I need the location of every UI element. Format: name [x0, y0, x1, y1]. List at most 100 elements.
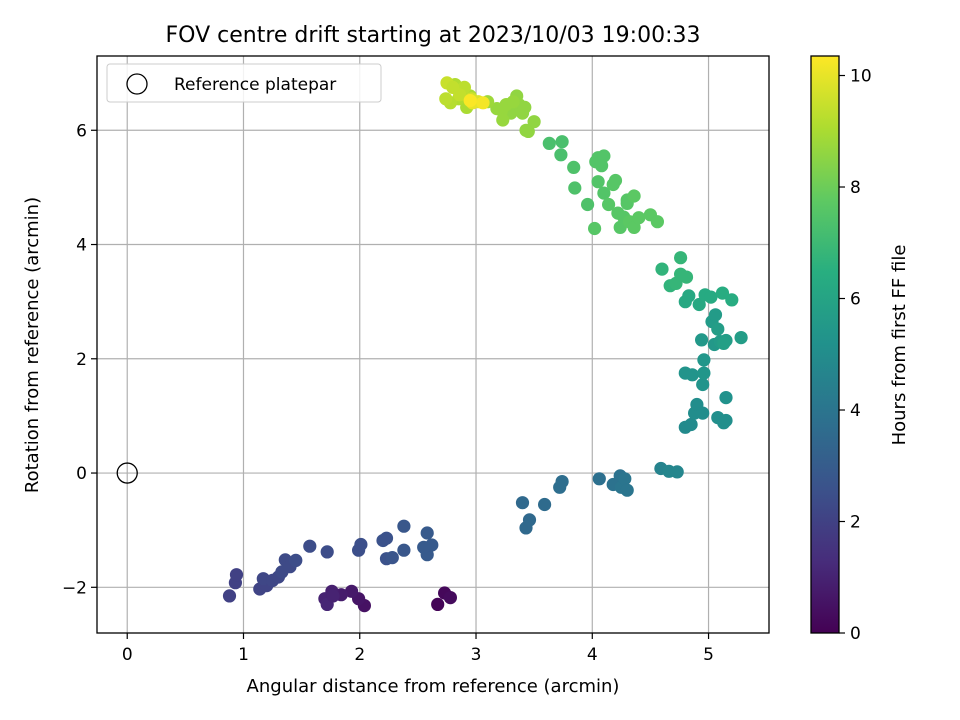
- colorbar-tick-label: 4: [850, 401, 861, 421]
- data-point: [734, 331, 748, 345]
- data-point: [527, 115, 541, 129]
- data-point: [446, 80, 460, 94]
- data-point: [515, 496, 530, 510]
- data-point: [431, 597, 445, 612]
- data-point: [397, 543, 411, 557]
- data-point: [674, 251, 688, 265]
- x-tick-label: 1: [238, 645, 249, 665]
- data-point: [591, 175, 605, 189]
- colorbar-tick-label: 0: [850, 624, 861, 644]
- legend-box: [106, 63, 382, 103]
- y-tick-label: −2: [62, 578, 87, 598]
- data-point: [608, 173, 623, 188]
- colorbar-tick-label: 8: [850, 178, 861, 198]
- reference-point: [116, 462, 138, 484]
- y-axis-ticks: −2 0 2 4 6: [62, 121, 97, 598]
- colorbar-ticks: 0 2 4 6 8 10: [839, 67, 872, 644]
- data-point: [518, 100, 532, 114]
- data-point: [420, 526, 434, 540]
- data-point: [592, 472, 606, 486]
- data-point: [692, 297, 706, 312]
- legend: Reference platepar: [106, 63, 382, 103]
- data-point: [670, 465, 684, 479]
- x-tick-label: 4: [587, 645, 598, 665]
- data-point: [708, 308, 723, 322]
- data-point: [506, 95, 520, 109]
- colorbar-tick-label: 6: [850, 290, 861, 310]
- data-point: [354, 537, 368, 552]
- data-point: [417, 540, 431, 554]
- data-point: [696, 377, 710, 392]
- data-point: [490, 102, 504, 116]
- data-point: [538, 497, 552, 512]
- data-point: [602, 197, 616, 212]
- data-point: [555, 475, 569, 489]
- reference-platepar-marker: [116, 462, 138, 484]
- data-point: [397, 519, 411, 533]
- data-point: [320, 545, 334, 559]
- data-point: [588, 221, 602, 236]
- data-point: [345, 584, 359, 598]
- x-axis-label: Angular distance from reference (arcmin): [247, 676, 620, 697]
- y-tick-label: 0: [76, 464, 87, 484]
- y-tick-label: 6: [76, 121, 87, 141]
- data-point: [597, 149, 611, 163]
- data-point: [567, 160, 581, 174]
- data-point: [725, 293, 739, 307]
- chart-title: FOV centre drift starting at 2023/10/03 …: [166, 23, 701, 48]
- data-point: [697, 366, 711, 380]
- data-point: [655, 262, 669, 276]
- y-tick-label: 4: [76, 236, 87, 256]
- x-tick-label: 0: [122, 645, 133, 665]
- colorbar: 0 2 4 6 8 10 Hours from first FF file: [810, 55, 910, 644]
- data-point: [682, 289, 696, 303]
- x-tick-label: 2: [354, 645, 365, 665]
- data-point: [719, 391, 733, 405]
- data-point: [496, 113, 510, 127]
- data-point: [476, 96, 490, 110]
- data-point: [568, 181, 582, 195]
- y-tick-label: 2: [76, 350, 87, 370]
- data-point: [289, 553, 303, 568]
- data-point: [684, 417, 698, 432]
- data-point: [379, 531, 394, 545]
- colorbar-label: Hours from first FF file: [889, 245, 910, 446]
- data-point: [695, 333, 709, 347]
- data-point: [554, 148, 568, 162]
- data-points: [222, 76, 748, 613]
- data-point: [711, 322, 725, 336]
- data-point: [685, 368, 699, 382]
- data-point: [650, 215, 665, 229]
- data-point: [704, 290, 718, 304]
- data-point: [717, 336, 731, 350]
- data-point: [697, 353, 711, 367]
- data-point: [542, 136, 556, 150]
- data-point: [229, 568, 244, 582]
- data-point: [555, 135, 569, 149]
- data-point: [719, 413, 733, 428]
- y-axis-label: Rotation from reference (arcmin): [22, 197, 43, 493]
- colorbar-gradient: [810, 55, 840, 634]
- data-point: [385, 551, 399, 565]
- legend-entry-reference: Reference platepar: [174, 75, 336, 95]
- x-axis-ticks: 0 1 2 3 4 5: [122, 633, 714, 665]
- data-point: [443, 591, 457, 605]
- data-point: [679, 270, 694, 284]
- data-point: [222, 589, 237, 603]
- data-point: [715, 286, 730, 300]
- data-point: [519, 123, 533, 137]
- data-point: [627, 189, 641, 203]
- data-point: [632, 211, 646, 225]
- data-point: [522, 513, 537, 527]
- data-point: [618, 472, 632, 486]
- x-tick-label: 5: [703, 645, 714, 665]
- data-point: [303, 539, 317, 553]
- colorbar-tick-label: 10: [850, 67, 872, 87]
- data-point: [326, 589, 340, 603]
- data-point: [439, 92, 453, 106]
- data-point: [620, 483, 634, 497]
- data-point: [597, 186, 611, 200]
- plot-frame: [96, 55, 770, 634]
- data-point: [463, 94, 477, 108]
